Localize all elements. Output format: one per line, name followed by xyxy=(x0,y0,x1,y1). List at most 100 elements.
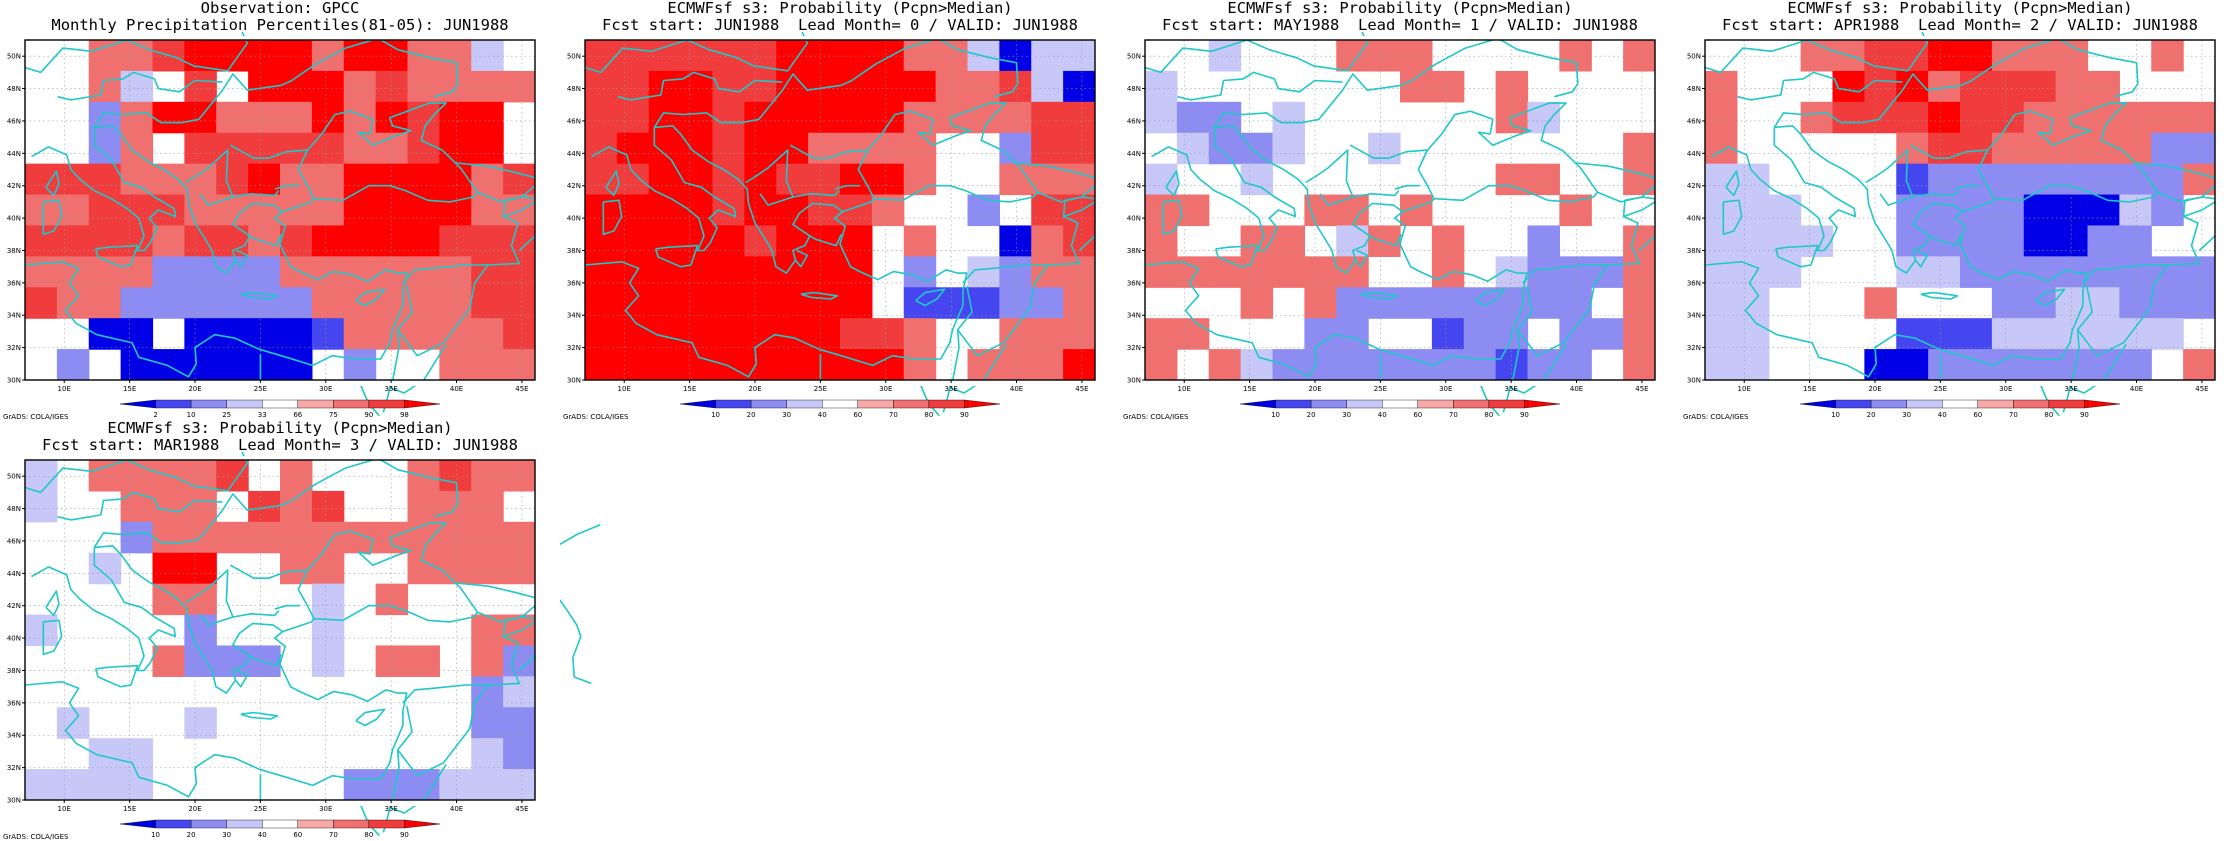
panel-lead-2: ECMWFsf s3: Probability (Pcpn>Median) Fc… xyxy=(1680,0,2240,421)
colorbar-label: 75 xyxy=(329,411,338,419)
heatmap-cell xyxy=(120,256,154,288)
heatmap-cell xyxy=(471,707,504,739)
heatmap-cell xyxy=(712,163,745,196)
frame-mask xyxy=(0,380,560,386)
lat-tick-label: 30N xyxy=(1127,377,1141,385)
lat-tick-label: 44N xyxy=(1687,150,1701,158)
heatmap-cell xyxy=(871,70,905,103)
heatmap-cell xyxy=(439,460,472,492)
coastline xyxy=(915,288,946,307)
heatmap-cell xyxy=(56,194,90,227)
heatmap-cell xyxy=(152,163,185,196)
heatmap-cell xyxy=(680,40,714,72)
frame-mask xyxy=(0,430,25,810)
coastline xyxy=(654,244,699,268)
heatmap-cell xyxy=(680,101,714,134)
heatmap-cell xyxy=(1960,101,1993,134)
heatmap-cell xyxy=(343,132,377,165)
coastline xyxy=(234,669,249,688)
heatmap-cell xyxy=(120,460,154,492)
heatmap-cell xyxy=(1240,163,1274,196)
heatmap-cell xyxy=(503,552,536,585)
colorbar: 10 20 30 40 60 70 80 90 xyxy=(679,399,1001,419)
frame-mask xyxy=(0,800,560,806)
frame-mask xyxy=(1120,380,1680,386)
axis-ticks: 10E 15E 20E 25E 30E 35E 40E 45E 30N 32N 34N 36N 38N 4… xyxy=(567,53,1089,393)
heatmap-cell xyxy=(808,194,841,227)
coastline xyxy=(232,190,280,198)
heatmap-cell xyxy=(712,101,745,134)
heatmap-cell xyxy=(471,349,504,381)
coastline xyxy=(745,149,794,206)
heatmap-cell xyxy=(840,70,873,103)
lat-tick-label: 50N xyxy=(7,53,21,61)
coastline xyxy=(1394,184,1420,190)
lon-tick-label: 35E xyxy=(384,805,397,813)
heatmap-cell xyxy=(585,287,618,319)
coastline xyxy=(1623,201,1656,218)
coastline xyxy=(1349,144,1428,159)
heatmap-cell xyxy=(808,163,841,196)
heatmap-cell xyxy=(503,707,536,739)
heatmap-cell xyxy=(1960,318,1993,350)
heatmap-cell xyxy=(1031,101,1064,134)
coastline xyxy=(232,610,280,618)
heatmap-cell xyxy=(712,132,745,165)
colorbar-segment xyxy=(1799,399,1836,409)
heatmap-cell xyxy=(56,225,90,257)
heatmap-cell xyxy=(184,707,217,739)
colorbar-segment xyxy=(262,399,298,409)
heatmap-cell xyxy=(648,194,682,227)
heatmap-cell xyxy=(280,225,313,257)
lon-tick-label: 10E xyxy=(1178,385,1191,393)
heatmap-cell xyxy=(903,70,937,103)
heatmap-cell xyxy=(1527,287,1560,319)
heatmap-cell xyxy=(1736,225,1770,257)
lat-tick-label: 42N xyxy=(7,182,21,190)
lat-tick-label: 42N xyxy=(7,602,21,610)
heatmap-cell xyxy=(439,552,472,585)
coastline xyxy=(185,569,234,626)
heatmap-cell xyxy=(616,318,650,350)
lat-tick-label: 48N xyxy=(1127,85,1141,93)
heatmap-cell xyxy=(871,101,905,134)
heatmap-cell xyxy=(471,614,504,647)
heatmap-cell xyxy=(1063,132,1096,165)
colorbar-segment xyxy=(1239,399,1276,409)
coastline xyxy=(240,291,279,300)
heatmap-cell xyxy=(280,40,313,72)
heatmap-cell xyxy=(280,101,313,134)
heatmap-cell xyxy=(2087,318,2120,350)
heatmap-cell xyxy=(616,132,650,165)
lon-tick-label: 45E xyxy=(515,385,528,393)
heatmap-cell xyxy=(1031,349,1064,381)
lon-tick-label: 25E xyxy=(254,805,267,813)
heatmap-cell xyxy=(2183,349,2216,381)
heatmap-cell xyxy=(311,132,345,165)
heatmap-cell xyxy=(25,225,58,257)
colorbar: 2 10 25 33 66 75 90 98 xyxy=(119,399,441,419)
heatmap-cell xyxy=(776,225,809,257)
lon-tick-label: 40E xyxy=(2130,385,2143,393)
heatmap-cell xyxy=(1145,225,1178,257)
chart-subtitle: Fcst start: JUN1988 Lead Month= 0 / VALI… xyxy=(602,16,1078,34)
colorbar-segment xyxy=(1346,399,1383,409)
heatmap-cell xyxy=(248,318,281,350)
lon-tick-label: 35E xyxy=(2064,385,2077,393)
heatmap-cell xyxy=(1063,101,1096,134)
colorbar-segment xyxy=(368,819,405,829)
grads-credit: GrADS: COLA/IGES xyxy=(563,413,629,421)
heatmap-cell xyxy=(1559,318,1592,350)
axis-ticks: 10E 15E 20E 25E 30E 35E 40E 45E 30N 32N 34N 36N 38N 4… xyxy=(1687,53,2209,393)
heatmap-cell xyxy=(1272,132,1305,165)
heatmap-cell xyxy=(503,645,536,677)
coastline xyxy=(1920,291,1959,300)
colorbar: 10 20 30 40 60 70 80 90 xyxy=(1799,399,2121,419)
coastline xyxy=(653,37,1019,128)
heatmap-cell xyxy=(744,163,777,196)
colorbar-segment xyxy=(1417,399,1454,409)
heatmap-cell xyxy=(2055,349,2089,381)
heatmap-cell xyxy=(311,645,345,677)
chart-subtitle: Monthly Precipitation Percentiles(81-05)… xyxy=(51,16,509,34)
colorbar-label: 60 xyxy=(1973,411,1982,419)
